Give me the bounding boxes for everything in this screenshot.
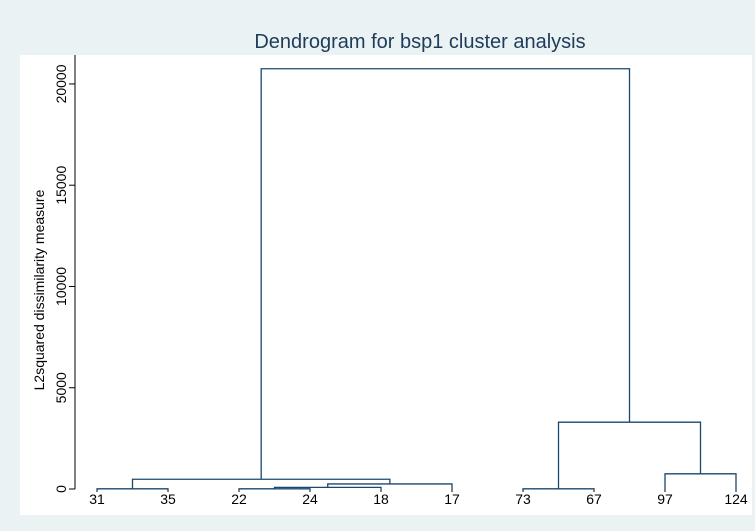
cluster-link xyxy=(273,486,382,489)
cluster-link xyxy=(260,68,631,480)
cluster-link xyxy=(327,483,453,489)
leaf-label: 73 xyxy=(515,491,531,507)
leaf-label: 18 xyxy=(373,491,389,507)
chart-title: Dendrogram for bsp1 cluster analysis xyxy=(254,31,585,53)
leaf-label: 22 xyxy=(231,491,247,507)
y-tick-label: 0 xyxy=(53,485,69,493)
y-tick-label: 10000 xyxy=(53,267,69,306)
leaf-label: 67 xyxy=(586,491,602,507)
y-axis-title: L2squared dissimilarity measure xyxy=(31,189,47,390)
leaf-label: 124 xyxy=(724,491,748,507)
y-tick-label: 20000 xyxy=(53,64,69,103)
y-tick-label: 5000 xyxy=(53,372,69,403)
leaf-label: 24 xyxy=(302,491,318,507)
leaf-label: 35 xyxy=(160,491,176,507)
leaf-label: 31 xyxy=(89,491,105,507)
leaf-label: 97 xyxy=(657,491,673,507)
plot-region xyxy=(20,55,752,515)
leaf-label: 17 xyxy=(444,491,460,507)
cluster-link xyxy=(664,473,737,489)
cluster-link xyxy=(131,478,391,489)
y-tick-label: 15000 xyxy=(53,166,69,205)
